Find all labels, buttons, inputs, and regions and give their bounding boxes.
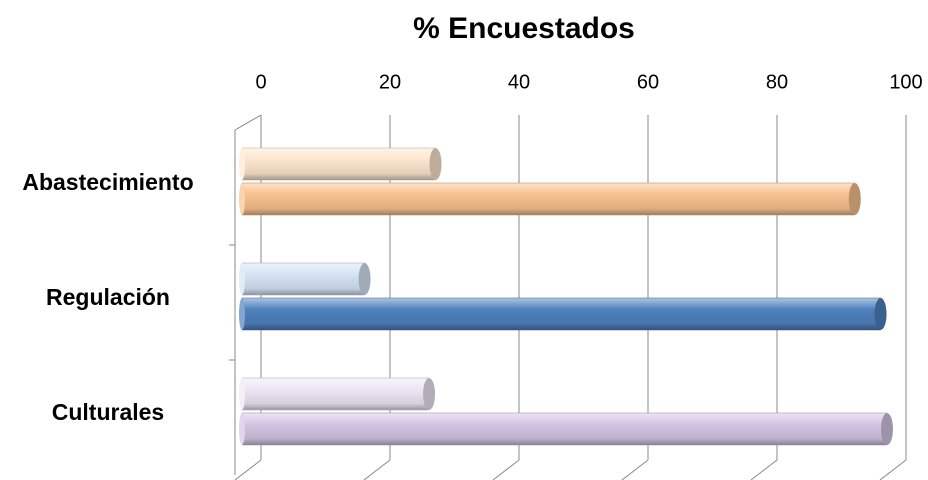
grid-line xyxy=(621,459,649,480)
chart-title: % Encuestados xyxy=(413,12,635,45)
bar xyxy=(239,262,371,296)
y-tick-label: Regulación xyxy=(46,284,170,310)
bar xyxy=(239,297,887,331)
grid-line xyxy=(492,459,520,480)
bar xyxy=(239,412,893,446)
bar xyxy=(239,377,436,411)
x-tick-label: 60 xyxy=(637,71,659,93)
grid-line xyxy=(234,459,262,480)
bar xyxy=(239,147,442,181)
grid-line xyxy=(750,459,778,480)
bar xyxy=(239,182,861,216)
y-tick-label: Abastecimiento xyxy=(22,169,194,195)
x-tick-label: 80 xyxy=(766,71,788,93)
axis-line xyxy=(234,114,262,131)
x-tick-label: 0 xyxy=(255,71,266,93)
x-tick-label: 20 xyxy=(379,71,401,93)
y-tick-label: Culturales xyxy=(51,399,165,425)
grid-line xyxy=(879,459,907,480)
x-tick-label: 100 xyxy=(889,71,922,93)
x-tick-label: 40 xyxy=(508,71,530,93)
grid-line xyxy=(363,459,391,480)
